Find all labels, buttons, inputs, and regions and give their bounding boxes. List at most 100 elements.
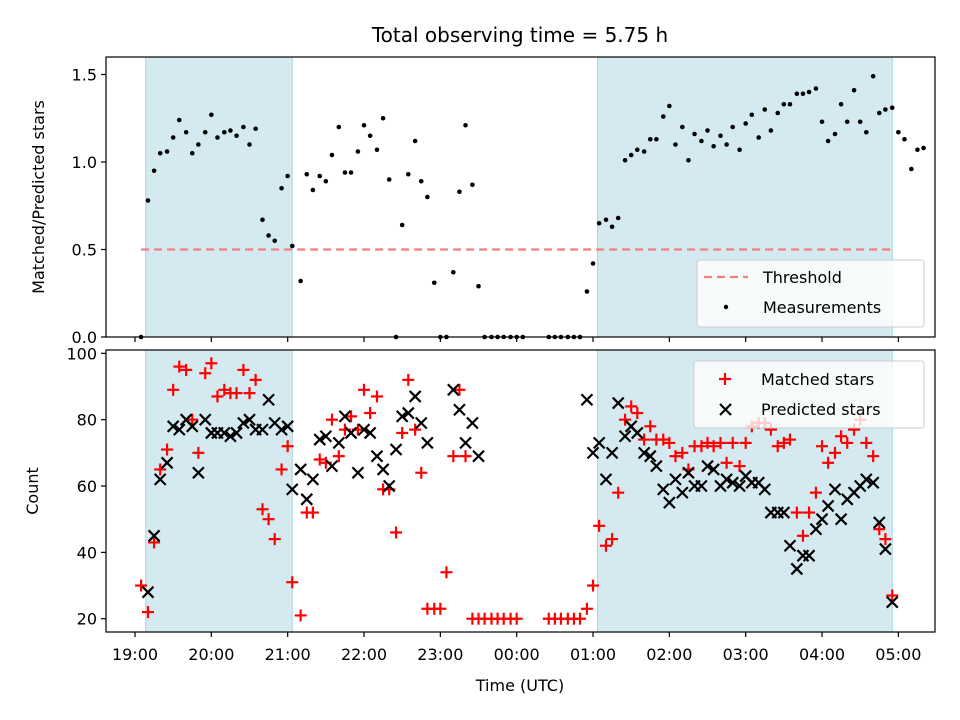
measurement-point bbox=[680, 124, 685, 130]
matched-stars-point bbox=[606, 533, 619, 546]
predicted-stars-point bbox=[237, 416, 250, 430]
matched-stars-point bbox=[161, 443, 174, 456]
predicted-stars-point bbox=[370, 449, 384, 463]
measurement-point bbox=[272, 238, 278, 244]
matched-stars-point bbox=[286, 576, 299, 589]
top-y-axis-label: Matched/Predicted stars bbox=[29, 100, 48, 294]
predicted-stars-point bbox=[809, 522, 823, 536]
matched-stars-point bbox=[275, 463, 288, 476]
x-tick-label: 04:00 bbox=[799, 645, 845, 664]
measurement-point bbox=[857, 119, 863, 125]
measurement-point bbox=[355, 149, 361, 154]
matched-stars-point bbox=[587, 579, 600, 592]
predicted-stars-point bbox=[663, 496, 676, 509]
x-tick-label: 23:00 bbox=[417, 645, 463, 664]
measurement-point bbox=[819, 119, 825, 125]
matched-stars-point bbox=[835, 430, 848, 443]
predicted-stars-point bbox=[332, 436, 346, 450]
measurement-point bbox=[889, 105, 895, 111]
predicted-stars-point bbox=[580, 393, 594, 407]
measurement-point bbox=[222, 129, 227, 135]
measurement-point bbox=[718, 133, 723, 139]
matched-stars-point bbox=[663, 436, 676, 449]
bottom-y-axis-label: Count bbox=[23, 467, 42, 515]
matched-stars-point bbox=[695, 440, 708, 453]
measurement-point bbox=[590, 261, 596, 266]
predicted-stars-point bbox=[682, 466, 695, 480]
measurement-point bbox=[863, 129, 869, 135]
measurement-point bbox=[298, 278, 303, 284]
x-tick-label: 02:00 bbox=[646, 645, 692, 664]
matched-stars-point bbox=[631, 407, 644, 420]
matched-stars-point bbox=[415, 466, 428, 479]
matched-stars-point bbox=[243, 387, 256, 400]
matched-stars-point bbox=[249, 373, 262, 386]
matched-stars-point bbox=[332, 450, 345, 463]
predicted-stars-point bbox=[166, 420, 180, 433]
measurement-point bbox=[800, 91, 806, 97]
measurement-point bbox=[228, 128, 233, 133]
measurement-point bbox=[902, 136, 907, 142]
measurement-point bbox=[622, 157, 628, 163]
matched-stars-point bbox=[167, 383, 180, 396]
matched-stars-point bbox=[396, 426, 409, 439]
measurement-point bbox=[743, 121, 748, 126]
predicted-stars-point bbox=[834, 512, 848, 526]
matched-stars-point bbox=[739, 436, 752, 449]
predicted-stars-point bbox=[414, 416, 428, 430]
measurement-point bbox=[164, 149, 170, 154]
bottom-plot-frame bbox=[105, 349, 936, 633]
predicted-stars-point bbox=[777, 506, 791, 519]
predicted-stars-point bbox=[275, 423, 288, 436]
matched-stars-point bbox=[707, 440, 720, 453]
predicted-stars-point bbox=[285, 483, 299, 496]
predicted-stars-point bbox=[153, 473, 167, 486]
measurement-point bbox=[405, 171, 411, 177]
predicted-stars-point bbox=[408, 390, 422, 403]
measurement-point bbox=[241, 124, 246, 130]
matched-stars-point bbox=[803, 506, 816, 519]
predicted-stars-point bbox=[402, 406, 415, 420]
matched-stars-point bbox=[256, 503, 269, 516]
predicted-stars-point bbox=[860, 473, 873, 486]
measurement-point bbox=[615, 215, 621, 221]
x-tick-label: 20:00 bbox=[188, 645, 234, 664]
matched-stars-point bbox=[325, 413, 338, 426]
predicted-stars-point bbox=[319, 429, 333, 443]
measurement-point bbox=[317, 173, 323, 179]
legend-threshold-label: Threshold bbox=[762, 268, 842, 287]
predicted-stars-point bbox=[141, 585, 155, 599]
matched-stars-point bbox=[447, 450, 460, 463]
predicted-stars-point bbox=[224, 429, 237, 443]
matched-stars-point bbox=[390, 526, 403, 539]
predicted-stars-point bbox=[357, 423, 371, 436]
predicted-stars-point bbox=[160, 456, 174, 470]
x-tick-label: 19:00 bbox=[112, 645, 158, 664]
predicted-stars-point bbox=[821, 499, 835, 513]
predicted-stars-point bbox=[879, 542, 892, 556]
top-shaded-region bbox=[145, 56, 293, 338]
measurement-point bbox=[851, 87, 857, 93]
predicted-stars-point bbox=[631, 426, 644, 440]
predicted-stars-point bbox=[618, 429, 632, 443]
predicted-stars-point bbox=[790, 562, 804, 576]
measurement-point bbox=[596, 220, 602, 226]
predicted-stars-point bbox=[344, 426, 358, 440]
matched-stars-point bbox=[453, 383, 466, 396]
x-tick-label: 22:00 bbox=[341, 645, 387, 664]
measurement-point bbox=[285, 173, 290, 179]
predicted-stars-point bbox=[313, 433, 327, 446]
legend-matched-label: Matched stars bbox=[761, 370, 874, 389]
matched-stars-point bbox=[625, 400, 638, 413]
measurement-point bbox=[151, 168, 157, 174]
matched-stars-point bbox=[186, 413, 199, 426]
predicted-stars-point bbox=[611, 396, 625, 410]
measurement-point bbox=[253, 126, 258, 132]
measurement-point bbox=[603, 217, 609, 223]
matched-stars-point bbox=[657, 433, 670, 446]
predicted-stars-point bbox=[294, 463, 307, 476]
predicted-stars-point bbox=[656, 483, 670, 496]
predicted-stars-point bbox=[382, 479, 396, 493]
measurement-point bbox=[844, 119, 850, 125]
predicted-stars-point bbox=[866, 476, 880, 489]
